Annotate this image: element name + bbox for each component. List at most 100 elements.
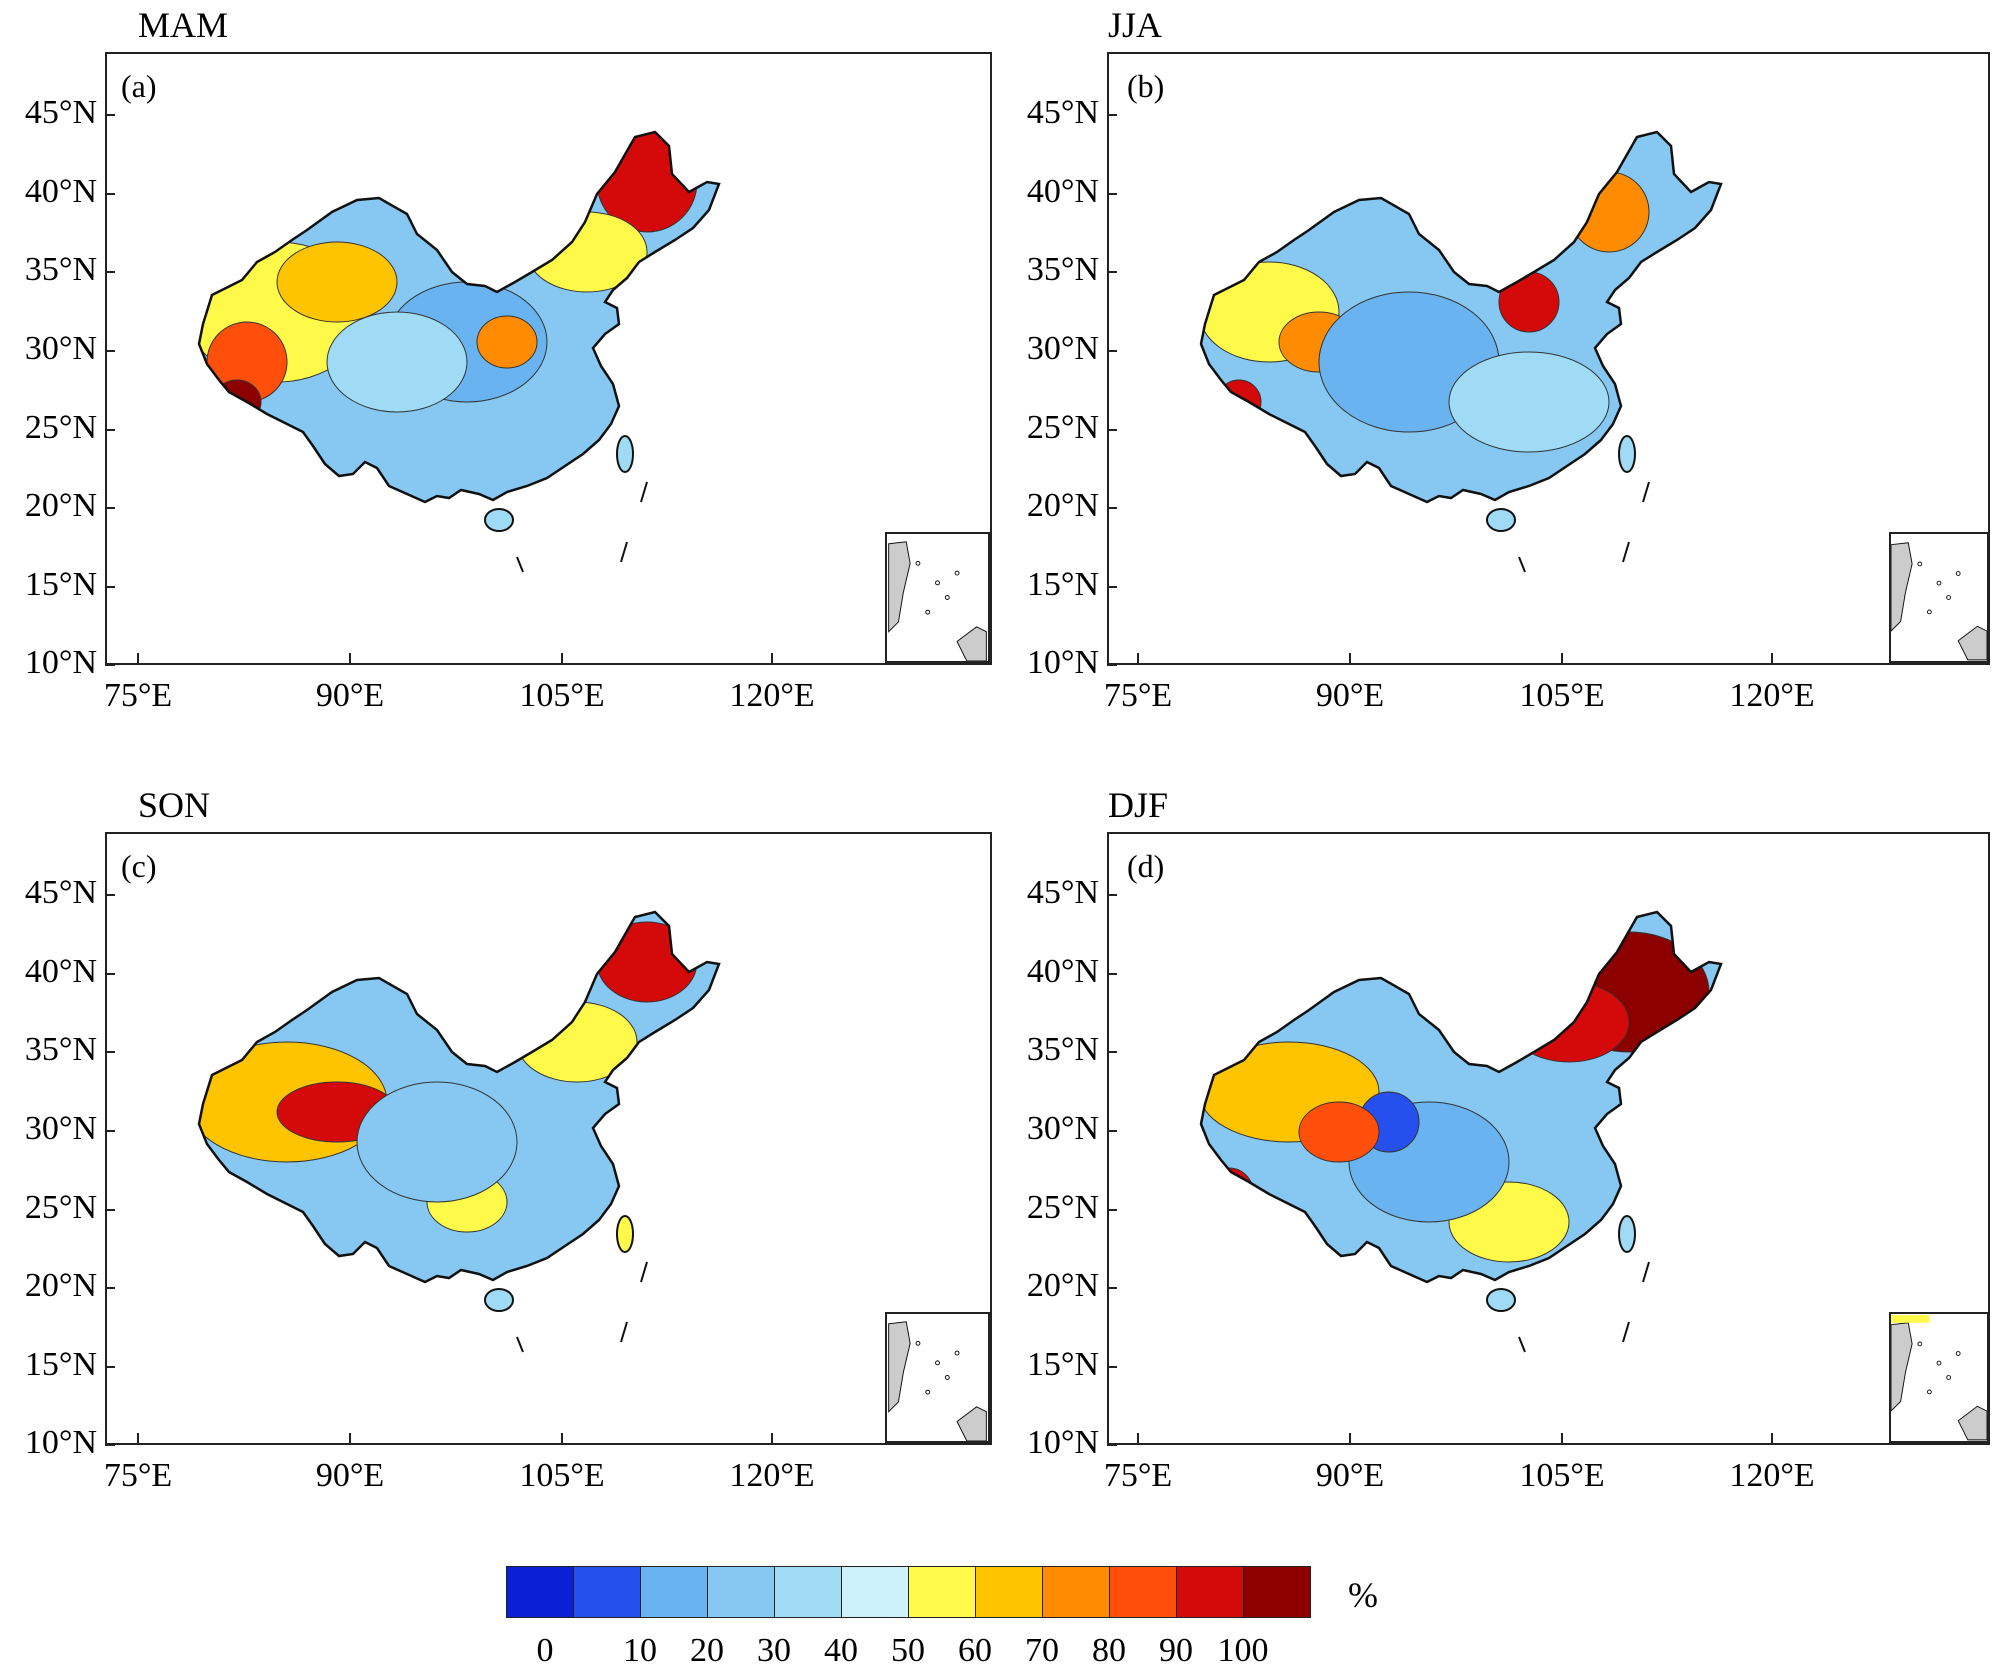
lon-label: 90°E [1315, 1457, 1385, 1494]
panel-tag: (c) [121, 848, 157, 884]
lat-tick [105, 193, 115, 195]
colorbar-swatch [841, 1566, 909, 1618]
colorbar-swatch [1243, 1566, 1311, 1618]
lat-tick [1107, 350, 1117, 352]
lat-label: 40°N [24, 173, 97, 210]
lat-tick [1107, 114, 1117, 116]
lat-label: 25°N [24, 1189, 97, 1226]
map-frame: (a) [105, 52, 992, 665]
lat-label: 45°N [24, 874, 97, 911]
lon-tick [1561, 1433, 1563, 1443]
lat-label: 35°N [24, 251, 97, 288]
contour-region [212, 379, 262, 425]
panel-tag: (a) [121, 68, 157, 104]
colorbar-swatch [573, 1566, 641, 1618]
lat-label: 30°N [1026, 330, 1099, 367]
colorbar-tick-label: 40 [824, 1632, 858, 1669]
map-fill [1201, 132, 1721, 502]
lon-label: 90°E [315, 677, 385, 714]
dash-line [640, 481, 648, 503]
colorbar-tick-label: 70 [1025, 1632, 1059, 1669]
china-map [197, 130, 721, 573]
lon-label: 75°E [103, 677, 173, 714]
season-title: DJF [1108, 785, 1169, 825]
dash-line [640, 1261, 648, 1283]
lat-tick [105, 271, 115, 273]
lat-label: 25°N [1026, 409, 1099, 446]
lat-tick [1107, 1051, 1117, 1053]
taiwan-island [616, 1215, 634, 1253]
map-fill [1201, 912, 1721, 1282]
map-fill [199, 912, 719, 1282]
lat-label: 15°N [24, 566, 97, 603]
china-border [1199, 130, 1723, 504]
lat-label: 25°N [1026, 1189, 1099, 1226]
lat-tick [105, 586, 115, 588]
colorbar-unit: % [1348, 1575, 1378, 1615]
dash-line [516, 556, 524, 573]
lon-tick [1771, 653, 1773, 663]
lat-tick [1107, 507, 1117, 509]
lat-tick [1107, 1130, 1117, 1132]
inset-map [888, 541, 987, 661]
season-title: SON [138, 785, 211, 825]
contour-region [596, 921, 698, 1003]
taiwan-island [1618, 435, 1636, 473]
lon-label: 75°E [103, 1457, 173, 1494]
lon-tick [349, 653, 351, 663]
lat-label: 45°N [24, 94, 97, 131]
lat-label: 15°N [24, 1346, 97, 1383]
colorbar-swatch [640, 1566, 708, 1618]
lon-label: 105°E [519, 1457, 605, 1494]
lat-tick [1107, 973, 1117, 975]
lat-tick [105, 1444, 115, 1446]
lat-label: 35°N [24, 1031, 97, 1068]
lat-tick [105, 429, 115, 431]
lat-label: 20°N [24, 1267, 97, 1304]
lat-label: 30°N [24, 330, 97, 367]
lat-tick [105, 1366, 115, 1368]
contour-region [1204, 1167, 1254, 1217]
lat-label: 15°N [1026, 1346, 1099, 1383]
lat-label: 30°N [1026, 1110, 1099, 1147]
lat-tick [1107, 664, 1117, 666]
contour-region [1568, 171, 1650, 253]
china-map [1199, 910, 1723, 1353]
colorbar-tick-label: 10 [623, 1632, 657, 1669]
colorbar-swatch [908, 1566, 976, 1618]
colorbar-tick-label: 90 [1159, 1632, 1193, 1669]
contour-region [326, 311, 468, 413]
lon-label: 105°E [1519, 1457, 1605, 1494]
lat-tick [105, 664, 115, 666]
colorbar-swatch [707, 1566, 775, 1618]
contour-region [356, 1081, 518, 1203]
lon-tick [1349, 653, 1351, 663]
lon-label: 75°E [1103, 1457, 1173, 1494]
lon-tick [1771, 1433, 1773, 1443]
panel-tag: (d) [1127, 848, 1165, 884]
lon-label: 105°E [519, 677, 605, 714]
dash-line [620, 541, 628, 563]
lat-label: 10°N [24, 644, 97, 681]
panel-tag: (b) [1127, 68, 1165, 104]
lat-tick [105, 894, 115, 896]
lon-label: 120°E [729, 1457, 815, 1494]
lat-tick [1107, 894, 1117, 896]
lat-label: 15°N [1026, 566, 1099, 603]
lon-label: 90°E [1315, 677, 1385, 714]
china-border [197, 130, 721, 504]
lat-label: 10°N [1026, 644, 1099, 681]
lat-label: 40°N [1026, 173, 1099, 210]
lat-tick [105, 1209, 115, 1211]
lon-tick [771, 653, 773, 663]
lat-label: 45°N [1026, 874, 1099, 911]
map-frame: (d) [1107, 832, 1990, 1445]
lon-label: 105°E [1519, 677, 1605, 714]
lat-tick [105, 1051, 115, 1053]
china-map [197, 910, 721, 1353]
colorbar-tick-label: 100 [1217, 1632, 1269, 1669]
dash-line [1622, 541, 1630, 563]
lon-tick [1137, 1433, 1139, 1443]
china-border [1199, 910, 1723, 1284]
lat-label: 35°N [1026, 251, 1099, 288]
